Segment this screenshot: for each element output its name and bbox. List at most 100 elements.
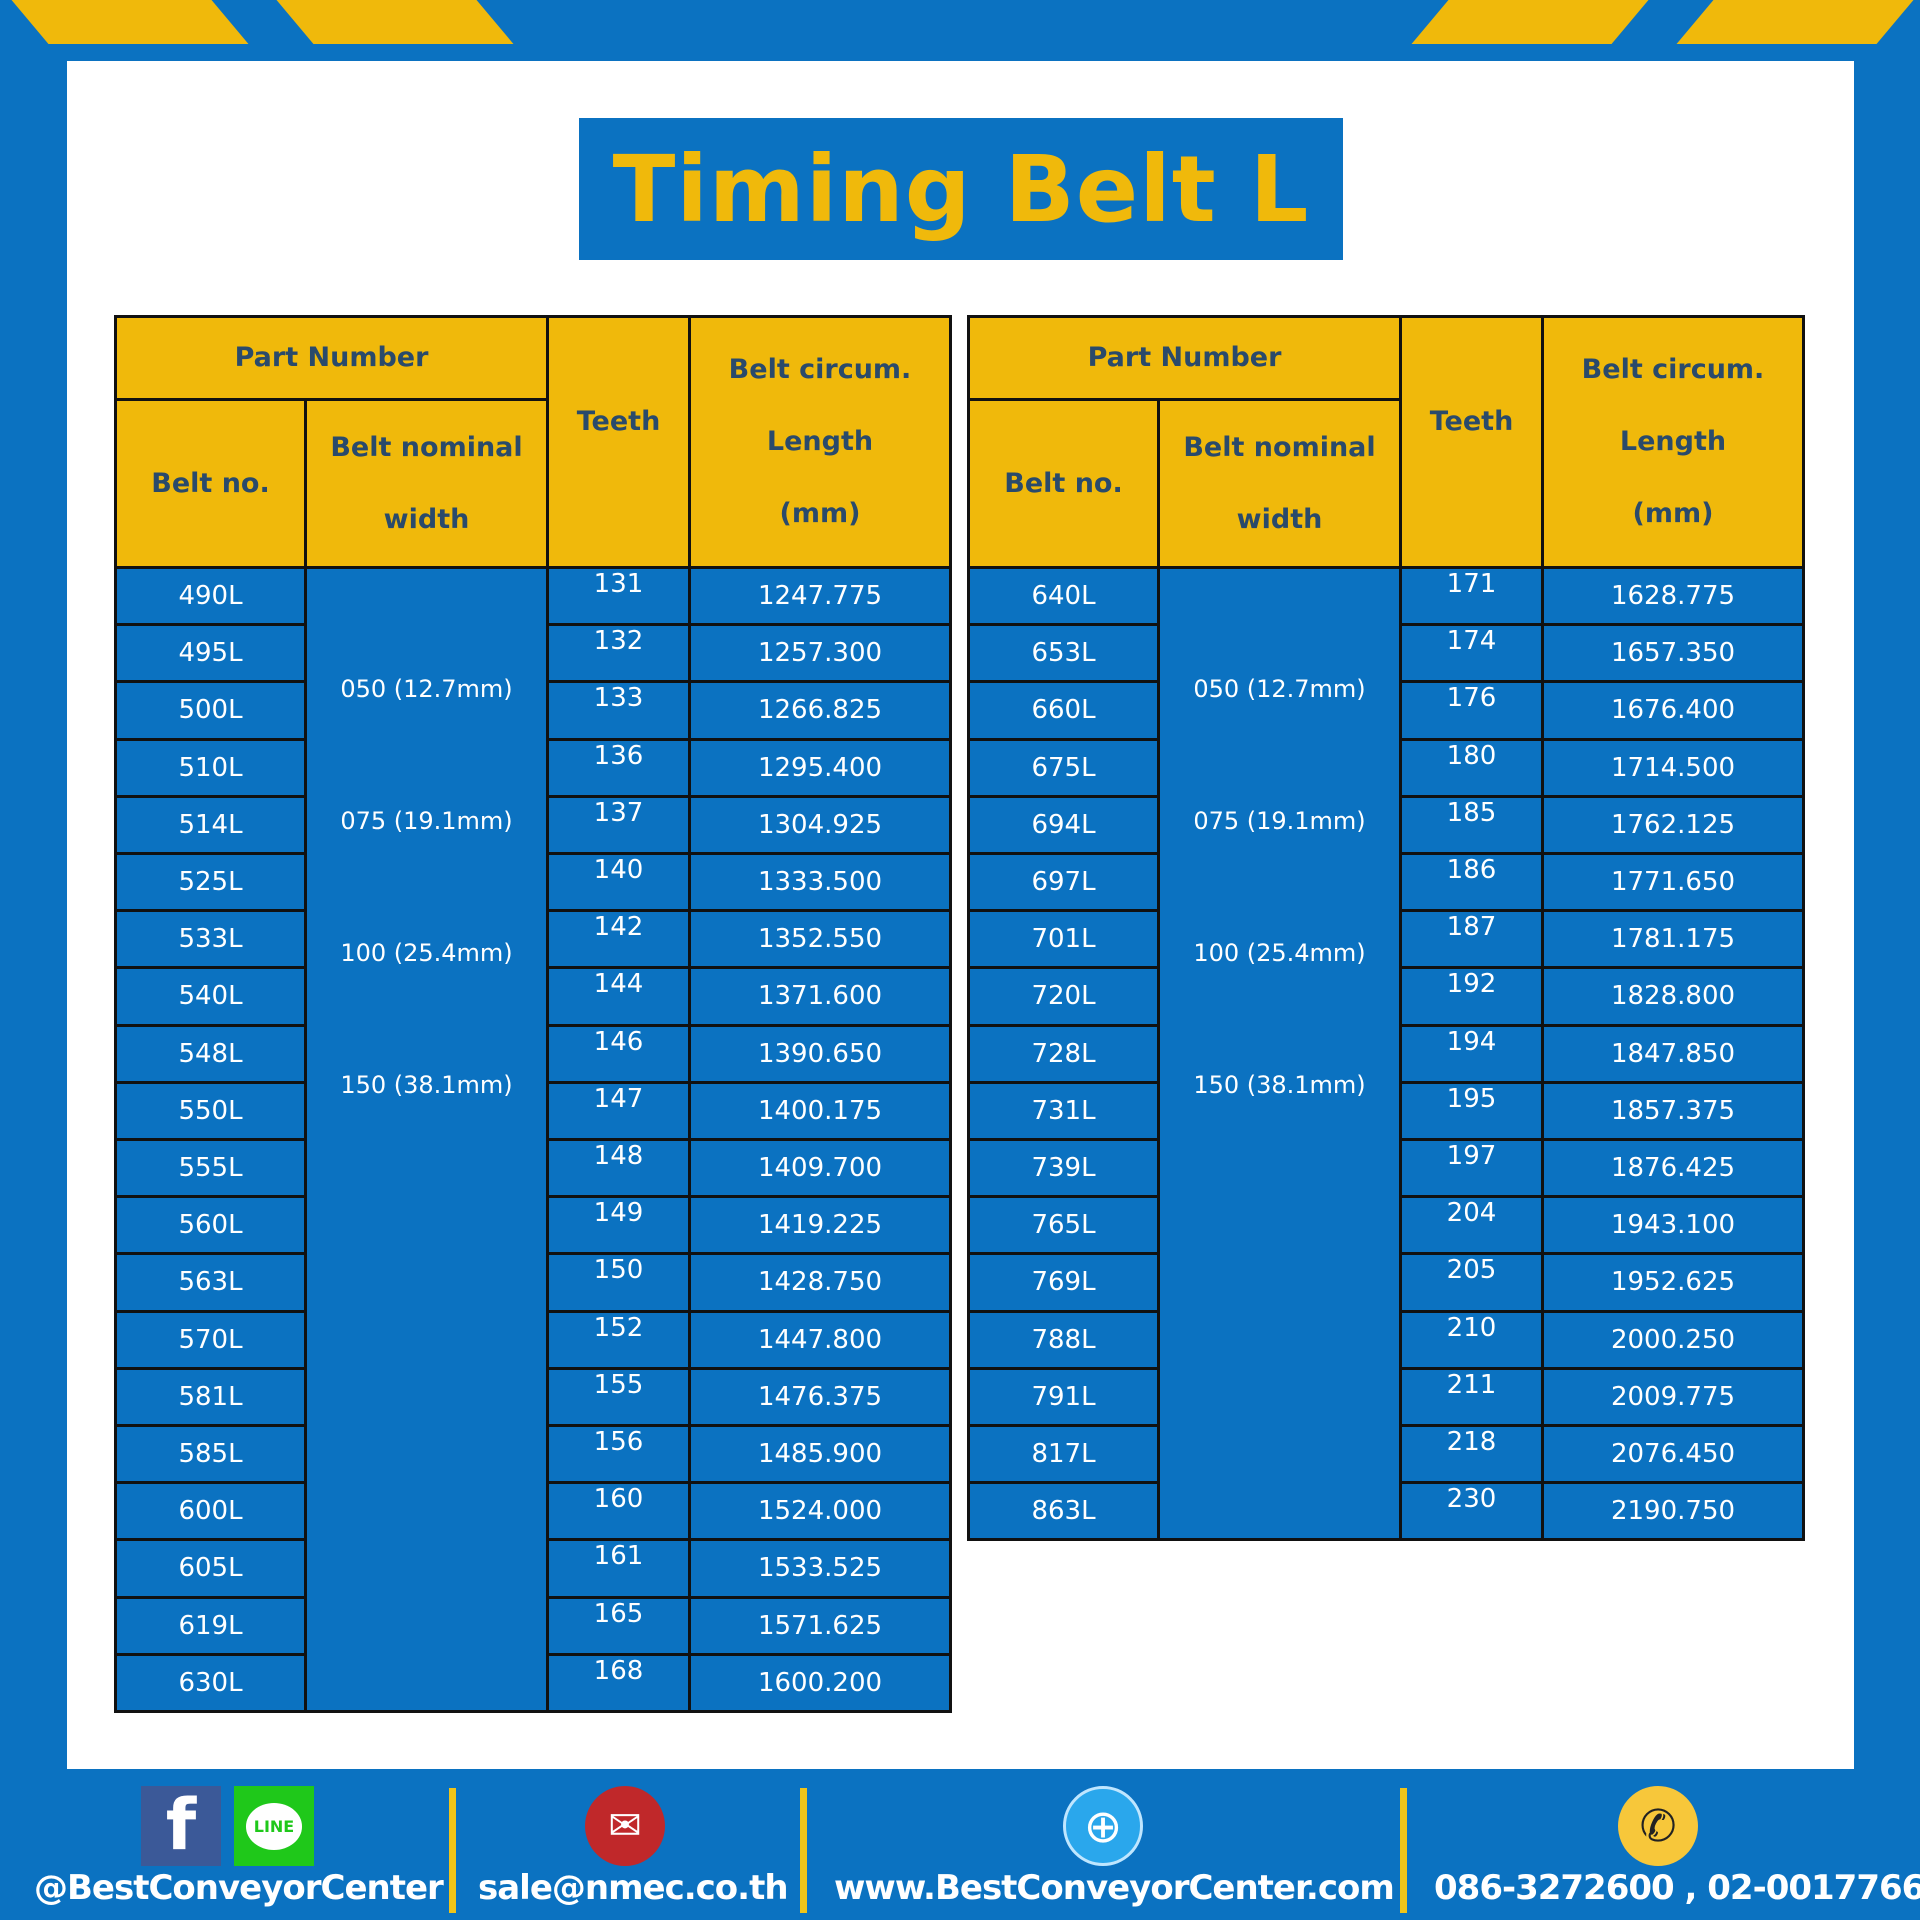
teeth: 204	[1446, 1198, 1497, 1229]
header-label: (mm)	[779, 498, 861, 529]
teeth: 194	[1446, 1026, 1497, 1057]
header-label: Belt nominal	[330, 431, 523, 463]
teeth: 155	[593, 1369, 644, 1400]
teeth-cell: 133	[549, 683, 688, 738]
belt-no: 560L	[178, 1210, 243, 1241]
globe-icon[interactable]: ⊕	[1063, 1786, 1143, 1866]
belt-no-cell: 533L	[117, 912, 304, 967]
belt-no: 514L	[178, 809, 243, 840]
teeth: 150	[593, 1255, 644, 1286]
teeth: 195	[1446, 1083, 1497, 1114]
belt-no: 540L	[178, 981, 243, 1012]
email-link[interactable]: sale@nmec.co.th	[478, 1868, 789, 1908]
teeth-cell: 204	[1402, 1198, 1541, 1253]
belt-no-cell: 640L	[970, 569, 1157, 624]
teeth: 142	[593, 912, 644, 943]
belt-no-cell: 563L	[117, 1255, 304, 1310]
line-icon[interactable]: LINE	[234, 1786, 314, 1866]
teeth-cell: 168	[549, 1655, 688, 1710]
header-part-number: Part Number	[117, 318, 546, 398]
header-belt-no: Belt no.	[117, 401, 304, 566]
length: 1476.375	[757, 1381, 883, 1412]
length-cell: 2000.250	[1544, 1312, 1802, 1367]
length: 1485.900	[757, 1439, 883, 1470]
teeth: 192	[1446, 969, 1497, 1000]
email-icon[interactable]: ✉	[585, 1786, 665, 1866]
belt-no: 660L	[1031, 695, 1096, 726]
length-cell: 1657.350	[1544, 626, 1802, 681]
header-part-number: Part Number	[970, 318, 1399, 398]
length-cell: 1266.825	[691, 683, 949, 738]
belt-no: 525L	[178, 867, 243, 898]
teeth: 176	[1446, 683, 1497, 714]
length: 2190.750	[1610, 1496, 1736, 1527]
length: 1304.925	[757, 809, 883, 840]
belt-no: 548L	[178, 1038, 243, 1069]
belt-no: 731L	[1031, 1095, 1096, 1126]
social-handle[interactable]: @BestConveyorCenter	[34, 1868, 444, 1908]
length: 1400.175	[757, 1095, 883, 1126]
decor-stripe	[276, 0, 514, 44]
header-label: Belt no.	[1004, 467, 1123, 499]
teeth-cell: 165	[549, 1598, 688, 1653]
teeth-cell: 218	[1402, 1427, 1541, 1482]
length: 1847.850	[1610, 1038, 1736, 1069]
length: 1371.600	[757, 981, 883, 1012]
belt-no: 728L	[1031, 1038, 1096, 1069]
belt-no: 563L	[178, 1267, 243, 1298]
header-label: Teeth	[576, 406, 661, 437]
teeth: 230	[1446, 1484, 1497, 1515]
belt-no: 863L	[1031, 1496, 1096, 1527]
length: 1628.775	[1610, 581, 1736, 612]
belt-no-cell: 653L	[970, 626, 1157, 681]
teeth: 149	[593, 1198, 644, 1229]
belt-no: 605L	[178, 1553, 243, 1584]
belt-no-cell: 739L	[970, 1141, 1157, 1196]
length: 1295.400	[757, 752, 883, 783]
length-cell: 1419.225	[691, 1198, 949, 1253]
header-label: width	[383, 503, 470, 535]
length: 1257.300	[757, 638, 883, 669]
belt-no: 769L	[1031, 1267, 1096, 1298]
teeth-cell: 149	[549, 1198, 688, 1253]
teeth-cell: 160	[549, 1484, 688, 1539]
length: 1247.775	[757, 581, 883, 612]
phone-numbers[interactable]: 086-3272600 , 02-0017766	[1434, 1868, 1920, 1908]
length-cell: 1400.175	[691, 1083, 949, 1138]
teeth: 131	[593, 569, 644, 599]
length-cell: 2076.450	[1544, 1427, 1802, 1482]
length: 1428.750	[757, 1267, 883, 1298]
teeth-cell: 161	[549, 1541, 688, 1596]
header-length: Belt circum. Length (mm)	[1544, 318, 1802, 566]
teeth-cell: 230	[1402, 1484, 1541, 1539]
phone-icon[interactable]: ✆	[1618, 1786, 1698, 1866]
width-cell: 050 (12.7mm) 075 (19.1mm) 100 (25.4mm) 150 …	[307, 569, 546, 1710]
teeth-cell: 155	[549, 1369, 688, 1424]
teeth: 185	[1446, 797, 1497, 828]
width-option: 150 (38.1mm)	[340, 1071, 513, 1099]
belt-no: 585L	[178, 1439, 243, 1470]
belt-no-cell: 863L	[970, 1484, 1157, 1539]
teeth: 146	[593, 1026, 644, 1057]
width-option: 075 (19.1mm)	[1193, 807, 1366, 835]
teeth-cell: 176	[1402, 683, 1541, 738]
length: 1714.500	[1610, 752, 1736, 783]
length-cell: 1371.600	[691, 969, 949, 1024]
website-link[interactable]: www.BestConveyorCenter.com	[834, 1868, 1395, 1908]
facebook-icon[interactable]: f	[141, 1784, 221, 1866]
belt-no-cell: 694L	[970, 797, 1157, 852]
belt-table: Part Number Belt no. Belt nominal width Teet…	[114, 315, 952, 1713]
header-label: Part Number	[234, 342, 429, 373]
length: 1781.175	[1610, 924, 1736, 955]
teeth-cell: 205	[1402, 1255, 1541, 1310]
belt-no: 490L	[178, 581, 243, 612]
belt-no: 788L	[1031, 1324, 1096, 1355]
belt-no: 640L	[1031, 581, 1096, 612]
belt-no: 765L	[1031, 1210, 1096, 1241]
belt-no: 495L	[178, 638, 243, 669]
header-label: Teeth	[1429, 406, 1514, 437]
length: 1571.625	[757, 1610, 883, 1641]
decor-stripe	[1676, 0, 1914, 44]
length-cell: 1524.000	[691, 1484, 949, 1539]
header-width: Belt nominal width	[307, 401, 546, 566]
